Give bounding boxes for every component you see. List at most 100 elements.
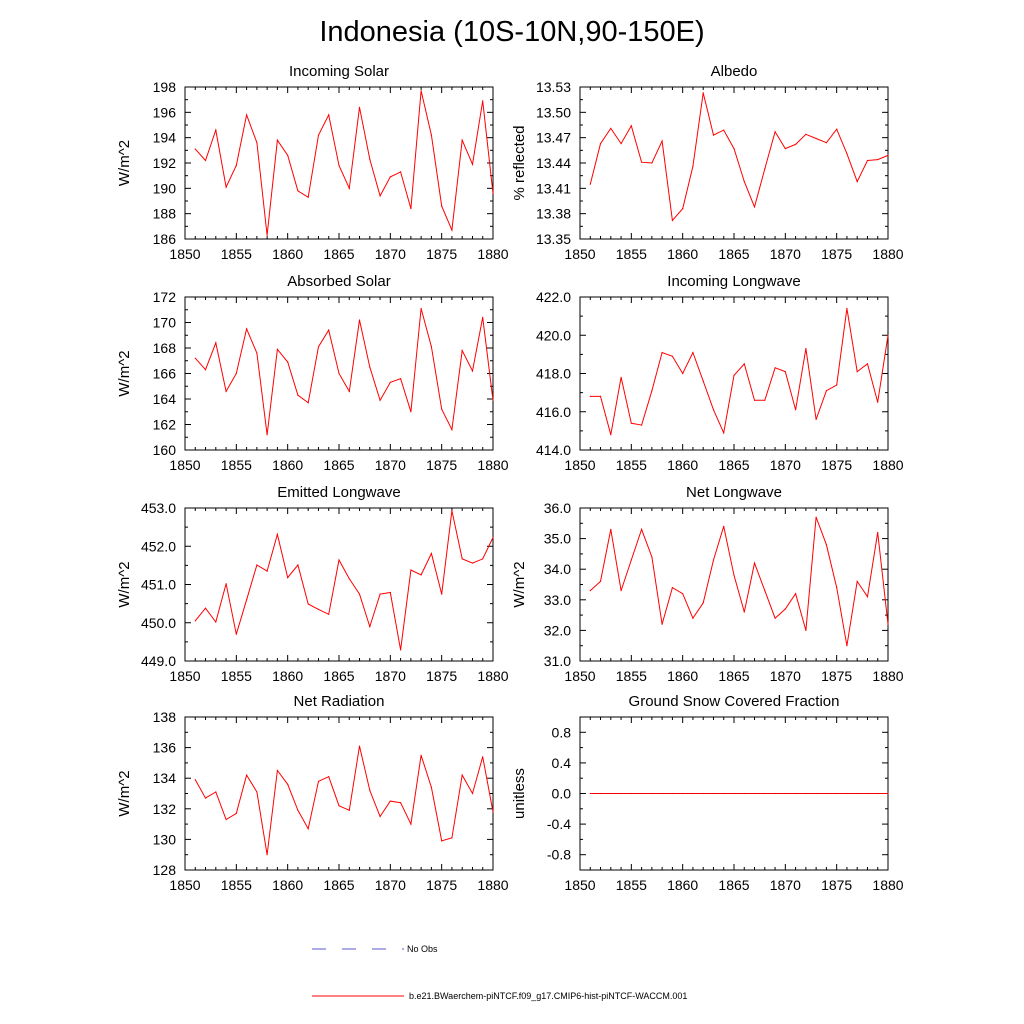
data-point bbox=[589, 183, 591, 185]
data-point bbox=[866, 596, 869, 598]
x-tick-label: 1870 bbox=[770, 877, 801, 893]
data-point bbox=[682, 593, 684, 595]
data-point bbox=[661, 140, 663, 142]
plot-frame bbox=[184, 507, 494, 662]
data-point bbox=[317, 780, 320, 782]
data-point bbox=[266, 570, 268, 572]
series-line bbox=[589, 517, 889, 646]
y-tick-label: 420.0 bbox=[536, 327, 571, 343]
data-point bbox=[369, 158, 371, 160]
data-point bbox=[317, 134, 320, 136]
data-point bbox=[805, 792, 807, 795]
data-point bbox=[266, 434, 268, 436]
x-tick-label: 1865 bbox=[718, 246, 749, 262]
data-point bbox=[589, 590, 591, 592]
data-point bbox=[630, 559, 632, 561]
x-tick-label: 1870 bbox=[375, 668, 406, 684]
data-point bbox=[641, 424, 643, 426]
data-point bbox=[194, 148, 196, 150]
data-point bbox=[307, 603, 309, 605]
panel-3: Absorbed Solar 1850 1855 1860 1865 1870 1875 18… bbox=[116, 273, 509, 473]
data-point bbox=[246, 114, 248, 116]
data-point bbox=[753, 562, 756, 564]
data-point bbox=[420, 754, 422, 756]
x-tick-label: 1865 bbox=[323, 877, 354, 893]
data-point bbox=[815, 516, 817, 518]
data-point bbox=[400, 171, 402, 173]
data-point bbox=[733, 374, 735, 376]
data-point bbox=[348, 578, 350, 580]
y-tick-label: 422.0 bbox=[536, 289, 571, 305]
data-point bbox=[723, 432, 725, 434]
data-point bbox=[805, 348, 807, 350]
data-point bbox=[420, 307, 422, 310]
data-point bbox=[328, 776, 330, 778]
data-point bbox=[784, 148, 786, 150]
data-point bbox=[410, 569, 412, 571]
x-tick-label: 1850 bbox=[169, 668, 200, 684]
data-point bbox=[692, 617, 694, 619]
y-axis-label: % reflected bbox=[511, 125, 528, 200]
data-point bbox=[671, 355, 674, 357]
data-point bbox=[317, 346, 320, 348]
y-tick-label: 168 bbox=[153, 340, 177, 356]
data-point bbox=[471, 792, 474, 795]
data-point bbox=[420, 574, 422, 576]
x-tick-label: 1865 bbox=[323, 668, 354, 684]
data-point bbox=[661, 792, 663, 795]
y-tick-label: 13.53 bbox=[536, 79, 571, 95]
data-point bbox=[276, 139, 278, 141]
data-point bbox=[225, 583, 227, 585]
y-tick-label: 170 bbox=[153, 315, 177, 331]
panels: Incoming Solar 1850 1855 1860 1865 1870 1875 18… bbox=[116, 63, 904, 893]
data-point bbox=[482, 756, 484, 758]
data-point bbox=[651, 792, 653, 795]
y-tick-label: 31.0 bbox=[544, 653, 571, 669]
x-tick-label: 1880 bbox=[477, 668, 508, 684]
x-tick-label: 1855 bbox=[616, 246, 647, 262]
data-point bbox=[276, 533, 278, 536]
series-line bbox=[590, 308, 889, 435]
x-tick-label: 1875 bbox=[821, 457, 852, 473]
data-point bbox=[492, 536, 494, 539]
data-point bbox=[430, 786, 432, 789]
data-point bbox=[682, 372, 684, 375]
y-tick-label: 0.8 bbox=[552, 724, 572, 740]
data-point bbox=[764, 168, 766, 170]
data-point bbox=[420, 90, 422, 92]
data-point bbox=[358, 745, 361, 747]
data-point bbox=[482, 100, 484, 102]
x-tick-label: 1880 bbox=[872, 668, 903, 684]
data-point bbox=[753, 792, 756, 795]
data-point bbox=[774, 131, 776, 133]
data-point bbox=[338, 805, 340, 807]
data-point bbox=[461, 558, 463, 560]
data-point bbox=[276, 348, 278, 350]
data-point bbox=[215, 129, 217, 131]
figure-title: Indonesia (10S-10N,90-150E) bbox=[319, 16, 704, 48]
data-point bbox=[856, 792, 858, 795]
data-point bbox=[712, 134, 715, 136]
data-point bbox=[328, 329, 330, 331]
data-point bbox=[743, 792, 745, 795]
data-point bbox=[743, 181, 745, 183]
y-tick-label: 13.38 bbox=[536, 206, 571, 222]
x-tick-label: 1855 bbox=[616, 457, 647, 473]
data-point bbox=[328, 114, 330, 116]
data-point bbox=[348, 809, 350, 811]
series-line bbox=[194, 510, 494, 650]
data-point bbox=[430, 346, 432, 348]
panel-title: Absorbed Solar bbox=[287, 273, 390, 290]
data-point bbox=[630, 422, 632, 424]
data-point bbox=[235, 164, 237, 167]
data-point bbox=[461, 349, 463, 352]
y-tick-label: 196 bbox=[153, 104, 177, 120]
x-tick-label: 1875 bbox=[426, 668, 457, 684]
series-line bbox=[589, 92, 889, 222]
y-tick-label: 130 bbox=[153, 831, 177, 847]
y-tick-label: 136 bbox=[153, 740, 177, 756]
data-point bbox=[733, 574, 735, 576]
data-point bbox=[328, 613, 330, 615]
x-tick-label: 1870 bbox=[770, 668, 801, 684]
data-point bbox=[682, 208, 684, 210]
